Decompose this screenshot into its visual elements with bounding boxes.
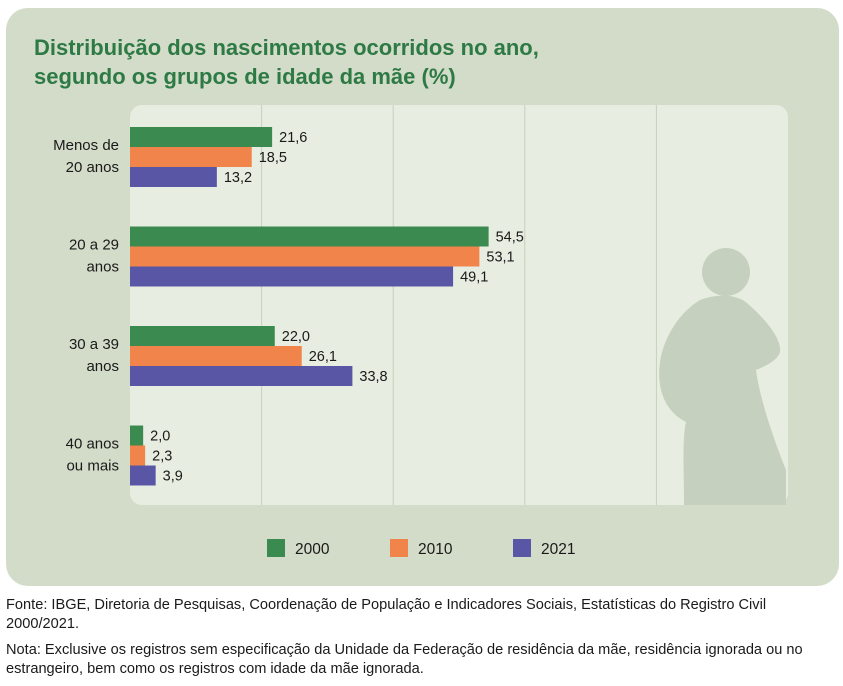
data-label: 54,5: [496, 230, 524, 246]
plot-area: [130, 105, 788, 505]
bar-2021: [130, 266, 454, 287]
category-label: 40 anos: [66, 436, 119, 453]
data-label: 3,9: [163, 469, 183, 485]
category-label: anos: [86, 259, 119, 276]
bar-2000: [130, 127, 273, 147]
data-label: 13,2: [224, 170, 252, 186]
bar-2021: [130, 167, 217, 187]
legend-swatch-2010: [390, 539, 408, 557]
category-label: anos: [86, 358, 119, 375]
bar-2010: [130, 346, 302, 366]
bar-marks: [130, 127, 489, 486]
legend-swatch-2000: [267, 539, 285, 557]
category-label: 20 anos: [66, 159, 119, 176]
data-label: 21,6: [279, 130, 307, 146]
footnotes: Fonte: IBGE, Diretoria de Pesquisas, Coo…: [6, 596, 841, 686]
bar-2010: [130, 147, 252, 167]
data-label: 49,1: [460, 270, 488, 286]
category-label: 20 a 29: [69, 237, 119, 254]
chart-title-line-1: Distribuição dos nascimentos ocorridos n…: [34, 35, 539, 60]
data-label: 2,0: [150, 429, 170, 445]
data-label: 22,0: [282, 329, 310, 345]
category-label: 30 a 39: [69, 336, 119, 353]
legend-label-2010: 2010: [418, 541, 453, 558]
legend-label-2000: 2000: [295, 541, 330, 558]
footnote: Nota: Exclusive os registros sem especif…: [6, 642, 803, 677]
bar-2000: [130, 226, 489, 247]
category-label: ou mais: [66, 458, 119, 475]
source-note: Fonte: IBGE, Diretoria de Pesquisas, Coo…: [6, 597, 767, 632]
legend: 2000 2010 2021: [267, 539, 575, 558]
pregnant-woman-silhouette-icon: [659, 248, 786, 505]
legend-swatch-2021: [513, 539, 531, 557]
data-label: 33,8: [359, 369, 387, 385]
category-label: Menos de: [53, 137, 119, 154]
bar-2000: [130, 326, 275, 346]
bar-2021: [130, 366, 353, 386]
chart-title: Distribuição dos nascimentos ocorridos n…: [34, 33, 794, 91]
data-label: 18,5: [259, 150, 287, 166]
category-labels: Menos de 20 anos 20 a 29 anos 30 a 39 anos 40 …: [53, 137, 119, 475]
bar-2010: [130, 246, 480, 267]
data-label: 53,1: [486, 250, 514, 266]
legend-label-2021: 2021: [541, 541, 575, 558]
bar-2010: [130, 445, 146, 466]
data-labels: 21,6 18,5 13,2 54,5 53,1 49,1 22,0 26,1 33,8 2,0 2…: [150, 130, 524, 485]
bar-chart: 21,6 18,5 13,2 54,5 53,1 49,1 22,0 26,1 33,8 2,0 2…: [53, 105, 788, 558]
chart-title-line-2: segundo os grupos de idade da mãe (%): [34, 64, 456, 89]
data-label: 2,3: [152, 449, 172, 465]
bar-2000: [130, 425, 144, 446]
data-label: 26,1: [309, 349, 337, 365]
bar-2021: [130, 465, 156, 486]
gridlines: [261, 105, 657, 505]
